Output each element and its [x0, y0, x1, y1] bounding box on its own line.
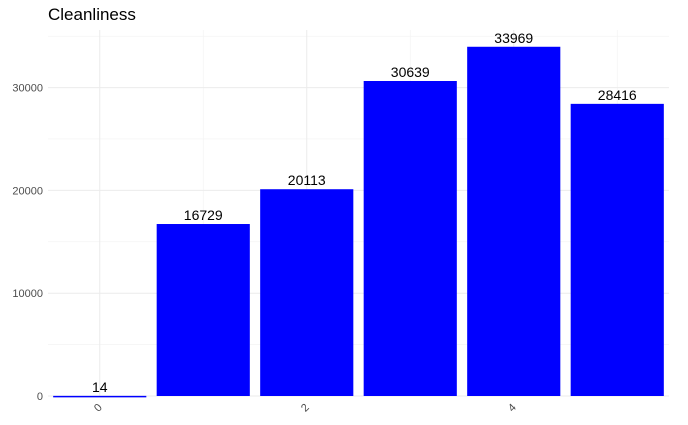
- bar: [570, 103, 664, 397]
- bars: [53, 46, 664, 398]
- y-tick-label: 20000: [12, 185, 43, 197]
- y-tick-label: 10000: [12, 288, 43, 300]
- bar: [53, 395, 147, 398]
- bar: [156, 224, 250, 396]
- bar-value-label: 14: [92, 379, 108, 395]
- x-axis-tick-labels: 0 2 4: [92, 402, 519, 415]
- bar-labels: 14 16729 20113 30639 33969 28416: [92, 30, 637, 395]
- y-tick-label: 0: [37, 391, 43, 403]
- bar-value-label: 33969: [494, 30, 533, 46]
- y-tick-label: 30000: [12, 83, 43, 95]
- bar-value-label: 20113: [288, 172, 326, 188]
- bar: [363, 81, 457, 396]
- x-tick-label: 0: [92, 402, 105, 415]
- bar-value-label: 16729: [184, 207, 223, 223]
- y-axis-tick-labels: 0 10000 20000 30000: [12, 83, 43, 403]
- chart-title: Cleanliness: [48, 5, 136, 24]
- major-gridlines: [48, 30, 669, 397]
- bar: [260, 189, 354, 396]
- bar-value-label: 30639: [391, 64, 430, 80]
- x-tick-label: 2: [299, 402, 312, 415]
- x-tick-label: 4: [506, 402, 519, 415]
- bar: [467, 46, 561, 396]
- bar-value-label: 28416: [598, 87, 637, 103]
